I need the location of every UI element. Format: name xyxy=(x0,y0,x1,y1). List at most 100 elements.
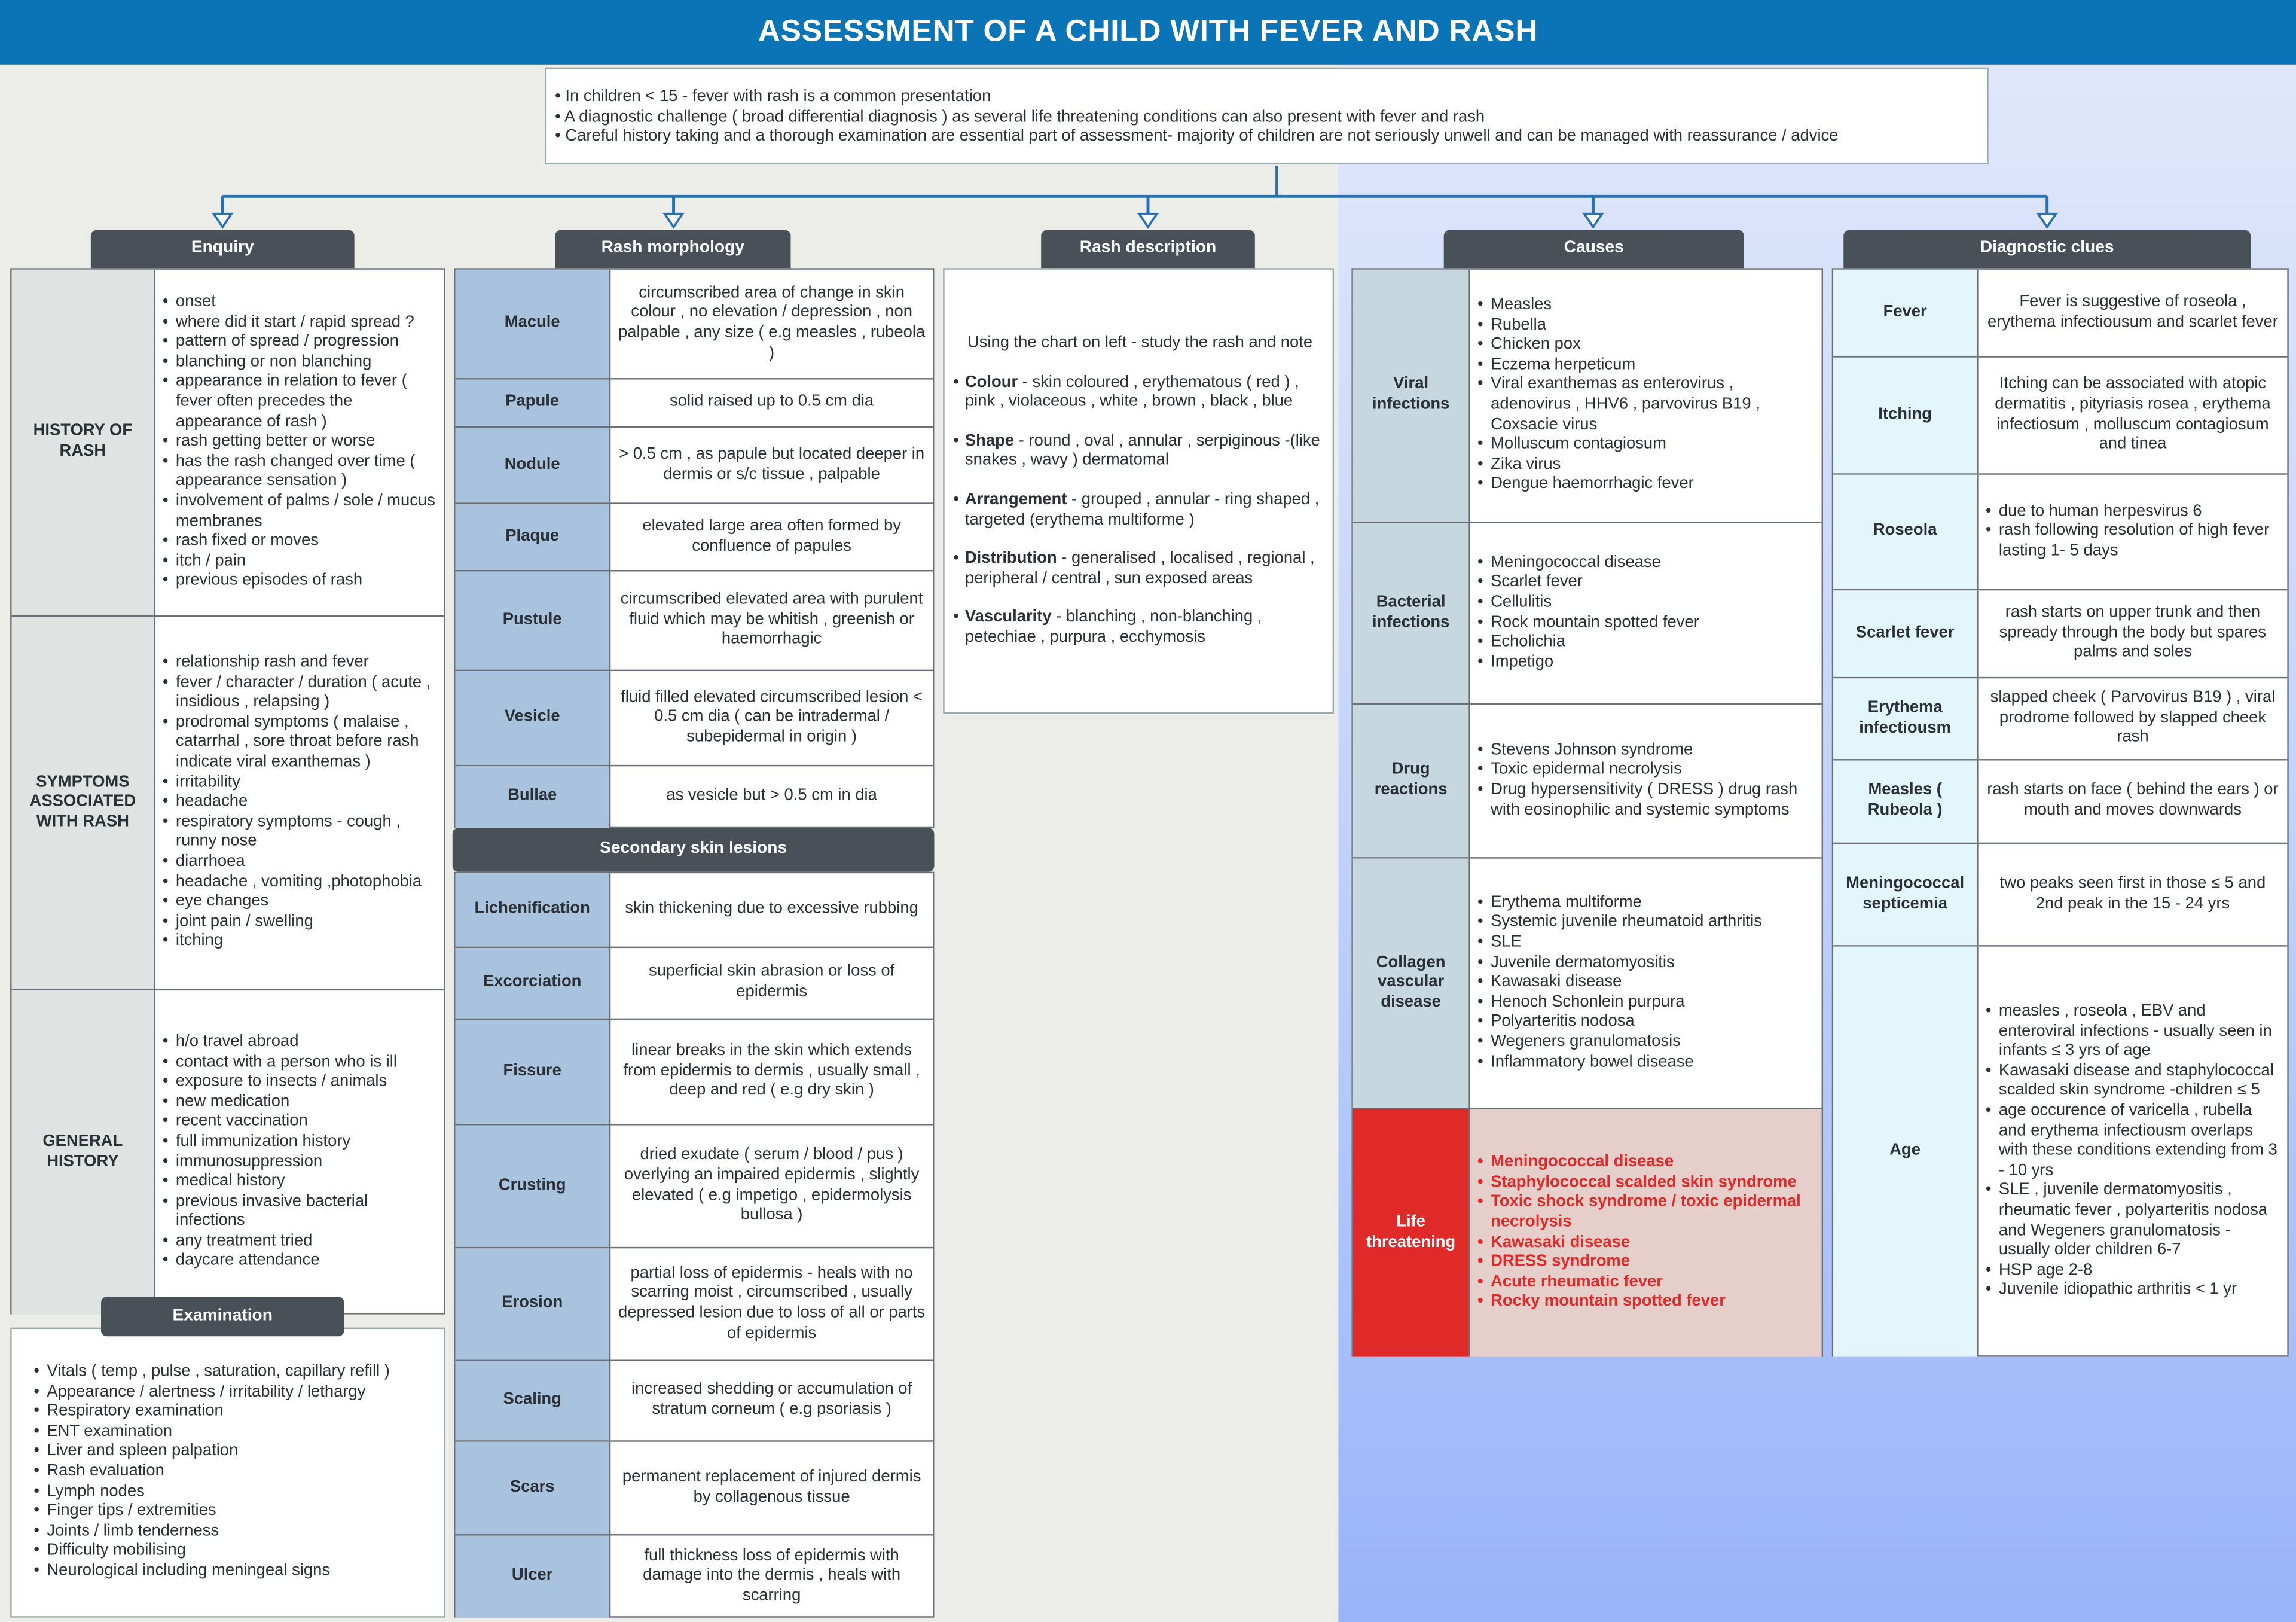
row-label: Bacterial infections xyxy=(1352,523,1470,703)
list-item: Rocky mountain spotted fever xyxy=(1477,1293,1816,1313)
bullet-list: relationship rash and feverfever / chara… xyxy=(161,654,438,953)
row-content: circumscribed area of change in skin col… xyxy=(610,270,933,378)
bullet-list: onsetwhere did it start / rapid spread ?… xyxy=(161,293,438,592)
row-content: > 0.5 cm , as papule but located deeper … xyxy=(610,428,933,502)
list-item: SLE xyxy=(1477,934,1762,953)
row-label: Papule xyxy=(455,379,611,426)
intro-line: • Careful history taking and a thorough … xyxy=(555,127,1839,145)
row-label: Vesicle xyxy=(455,671,611,765)
row-text: slapped cheek ( Parvovirus B19 ) , viral… xyxy=(1990,688,2276,746)
list-item: Rubella xyxy=(1477,316,1816,336)
rash-description-text: - blanching , non-blanching , petechiae … xyxy=(964,608,1262,647)
secondary-lesions-table: Lichenification skin thickening due to ex… xyxy=(454,871,935,1618)
list-item: recent vaccination xyxy=(163,1112,438,1132)
bullet-list: Meningococcal diseaseStaphylococcal scal… xyxy=(1476,1153,1816,1312)
row-content: Fever is suggestive of roseola , erythem… xyxy=(1979,270,2288,356)
intro-box: • In children < 15 - fever with rash is … xyxy=(545,67,1989,164)
table-row-plaque: Plaque elevated large area often formed b… xyxy=(455,502,933,571)
list-item: h/o travel abroad xyxy=(163,1033,438,1053)
list-item: due to human herpesvirus 6 xyxy=(1986,502,2282,522)
row-text: two peaks seen first in those ≤ 5 and 2n… xyxy=(1999,874,2266,913)
arrow-down-icon xyxy=(1582,212,1604,230)
list-item: Molluscum contagiosum xyxy=(1477,435,1816,455)
row-label: Pustule xyxy=(455,571,611,670)
row-label: Nodule xyxy=(455,428,611,503)
row-label: Life threatening xyxy=(1352,1109,1470,1357)
row-label: Age xyxy=(1833,946,1979,1357)
arrow-down-icon xyxy=(2036,212,2058,230)
row-text: circumscribed area of change in skin col… xyxy=(618,283,926,362)
examination-item: ENT examination xyxy=(33,1422,435,1442)
row-text: full thickness loss of epidermis with da… xyxy=(643,1547,901,1605)
row-label: Scars xyxy=(455,1441,611,1535)
list-item: eye changes xyxy=(163,892,438,912)
table-row-scars: Scars permanent replacement of injured de… xyxy=(455,1440,933,1535)
bullet-list: MeaslesRubellaChicken poxEczema herpetic… xyxy=(1476,296,1816,495)
row-label: Meningococcal septicemia xyxy=(1833,844,1979,946)
row-text: solid raised up to 0.5 cm dia xyxy=(670,393,874,411)
rash-description-text: - round , oval , annular , serpiginous -… xyxy=(964,432,1320,469)
table-row-viral-infections: Viral infectionsMeaslesRubellaChicken po… xyxy=(1352,269,1822,522)
table-row-collagen-vascular-disease: Collagen vascular diseaseErythema multif… xyxy=(1352,857,1822,1108)
list-item: Drug hypersensitivity ( DRESS ) drug ras… xyxy=(1477,781,1816,821)
row-content: two peaks seen first in those ≤ 5 and 2n… xyxy=(1979,844,2288,945)
table-row-excorciation: Excorciation superficial skin abrasion or… xyxy=(455,946,933,1019)
list-item: Toxic shock syndrome / toxic epidermal n… xyxy=(1477,1193,1816,1233)
table-row-nodule: Nodule > 0.5 cm , as papule but located d… xyxy=(455,426,933,503)
list-item: Wegeners granulomatosis xyxy=(1477,1033,1762,1053)
examination-box: Vitals ( temp , pulse , saturation, capi… xyxy=(10,1327,445,1618)
rash-morphology-header: Rash morphology xyxy=(555,230,791,269)
row-label: Erosion xyxy=(455,1248,611,1360)
row-content: Itching can be associated with atopic de… xyxy=(1979,358,2288,474)
table-row-macule: Macule circumscribed area of change in sk… xyxy=(455,269,933,379)
rash-morphology-table: Macule circumscribed area of change in sk… xyxy=(454,268,935,828)
list-item: previous episodes of rash xyxy=(163,572,438,592)
table-row-fissure: Fissure linear breaks in the skin which e… xyxy=(455,1018,933,1124)
row-label: Lichenification xyxy=(455,873,611,947)
list-item: contact with a person who is ill xyxy=(163,1053,438,1072)
row-label: Scarlet fever xyxy=(1833,590,1979,677)
row-content: MeaslesRubellaChicken poxEczema herpetic… xyxy=(1470,270,1822,522)
row-content: rash starts on upper trunk and then spre… xyxy=(1979,590,2288,677)
row-content: relationship rash and feverfever / chara… xyxy=(155,617,444,989)
list-item: rash following resolution of high fever … xyxy=(1986,522,2282,562)
enquiry-header: Enquiry xyxy=(90,230,355,269)
diagnostic-clues-table: Fever Fever is suggestive of roseola , er… xyxy=(1831,268,2289,1357)
arrow-down-icon xyxy=(212,212,234,230)
rash-description-item-vascularity: Vascularity - blanching , non-blanching … xyxy=(953,609,1326,649)
rash-description-term: Colour xyxy=(964,373,1018,391)
row-label: Scaling xyxy=(455,1361,611,1441)
row-label: Roseola xyxy=(1833,474,1979,589)
row-content: slapped cheek ( Parvovirus B19 ) , viral… xyxy=(1979,678,2288,759)
bullet-list: Stevens Johnson syndromeToxic epidermal … xyxy=(1476,741,1816,821)
list-item: Cellulitis xyxy=(1477,593,1699,613)
row-label: Ulcer xyxy=(455,1535,611,1618)
list-item: Zika virus xyxy=(1477,455,1816,475)
bullet-list: Meningococcal diseaseScarlet feverCellul… xyxy=(1476,553,1699,673)
list-item: previous invasive bacterial infections xyxy=(163,1192,438,1232)
arrow-down-icon xyxy=(1137,212,1159,230)
list-item: blanching or non blanching xyxy=(163,353,438,373)
row-content: fluid filled elevated circumscribed lesi… xyxy=(610,671,933,765)
rash-description-item-colour: Colour - skin coloured , erythematous ( … xyxy=(953,373,1326,413)
table-row-erosion: Erosion partial loss of epidermis - heals… xyxy=(455,1246,933,1360)
list-item: pattern of spread / progression xyxy=(163,333,438,353)
rash-description-item-shape: Shape - round , oval , annular , serpigi… xyxy=(953,432,1326,472)
list-item: Echolichia xyxy=(1477,633,1699,653)
list-item: Eczema herpeticum xyxy=(1477,356,1816,376)
list-item: has the rash changed over time ( appeara… xyxy=(163,453,438,493)
row-content: solid raised up to 0.5 cm dia xyxy=(610,380,933,426)
list-item: Inflammatory bowel disease xyxy=(1477,1053,1762,1072)
table-row-measles-rubeola: Measles ( Rubeola ) rash starts on face (… xyxy=(1833,759,2288,843)
table-row-roseola: Roseola due to human herpesvirus 6rash fo… xyxy=(1833,473,2288,589)
rash-description-text: - generalised , localised , regional , p… xyxy=(964,550,1315,587)
rash-description-text: - grouped , annular - ring shaped , targ… xyxy=(964,490,1320,529)
list-item: exposure to insects / animals xyxy=(163,1073,438,1093)
list-item: joint pain / swelling xyxy=(163,913,438,932)
table-row-bacterial-infections: Bacterial infectionsMeningococcal diseas… xyxy=(1352,522,1822,703)
list-item: fever / character / duration ( acute , i… xyxy=(163,673,438,714)
row-content: measles , roseola , EBV and enteroviral … xyxy=(1979,947,2288,1357)
row-text: partial loss of epidermis - heals with n… xyxy=(618,1264,926,1342)
rash-description-text: - skin coloured , erythematous ( red ) ,… xyxy=(964,373,1299,411)
